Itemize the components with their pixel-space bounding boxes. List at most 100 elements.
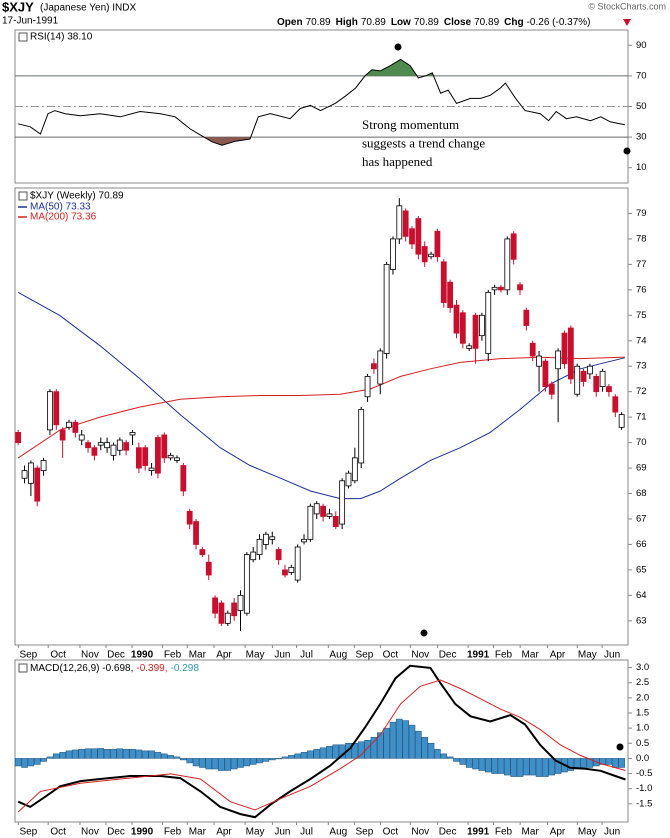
histogram-bar bbox=[135, 749, 143, 759]
histogram-bar bbox=[161, 753, 168, 759]
candle-body bbox=[180, 465, 187, 492]
histogram-bar bbox=[415, 730, 422, 759]
candle-body bbox=[459, 312, 466, 344]
x-tick-label: Aug bbox=[329, 650, 347, 661]
x-tick-label: Mar bbox=[522, 827, 540, 838]
source: © StockCharts.com bbox=[588, 1, 666, 11]
x-tick-label: Sep bbox=[19, 827, 37, 838]
quote-value: 70.89 bbox=[306, 17, 331, 28]
x-tick-label: 1990 bbox=[131, 650, 154, 661]
candle-body bbox=[205, 561, 212, 576]
candle-body bbox=[161, 434, 168, 459]
symbol-name: (Japanese Yen) INDX bbox=[40, 3, 137, 14]
y-tick-label: 74 bbox=[636, 335, 647, 346]
marker-dot bbox=[420, 629, 428, 637]
candle-body bbox=[567, 327, 574, 380]
candle-body bbox=[174, 457, 180, 461]
legend-icon bbox=[18, 32, 28, 42]
candle-body bbox=[256, 538, 263, 556]
candle-body bbox=[523, 309, 530, 326]
x-tick-label: 1991 bbox=[467, 650, 490, 661]
histogram-bar bbox=[237, 758, 244, 768]
histogram-bar bbox=[332, 744, 340, 759]
histogram-bar bbox=[618, 758, 625, 768]
x-tick-label: Sep bbox=[355, 650, 373, 661]
y-tick-label: 0.0 bbox=[636, 753, 649, 764]
histogram-bar bbox=[40, 758, 47, 762]
x-tick-label: Nov bbox=[411, 827, 429, 838]
x-tick-label: Sep bbox=[19, 650, 37, 661]
histogram-bar bbox=[421, 736, 428, 759]
histogram-bar bbox=[453, 758, 460, 762]
y-tick-label: 66 bbox=[636, 539, 647, 550]
histogram-bar bbox=[408, 724, 416, 759]
candle-body bbox=[66, 421, 72, 428]
histogram-bar bbox=[256, 758, 263, 764]
histogram-bar bbox=[478, 758, 486, 771]
histogram-bar bbox=[446, 756, 454, 759]
series-line bbox=[18, 58, 625, 146]
legend-label: RSI(14) 38.10 bbox=[30, 32, 93, 43]
histogram-bar bbox=[199, 758, 206, 768]
y-tick-label: 75 bbox=[636, 310, 647, 321]
histogram-bar bbox=[21, 758, 28, 768]
date: 17-Jun-1991 bbox=[2, 16, 59, 27]
histogram-bar bbox=[516, 758, 524, 777]
histogram-bar bbox=[319, 747, 327, 759]
x-tick-label: Jul bbox=[300, 650, 313, 661]
histogram-bar bbox=[192, 758, 200, 767]
marker-dot bbox=[616, 743, 624, 751]
y-tick-label: 3.0 bbox=[636, 662, 649, 673]
candle-body bbox=[498, 286, 504, 291]
x-tick-label: Apr bbox=[550, 650, 566, 661]
histogram-bar bbox=[180, 758, 187, 761]
candle-body bbox=[59, 429, 66, 441]
histogram-bar bbox=[542, 758, 549, 777]
candle-body bbox=[53, 391, 60, 426]
histogram-bar bbox=[313, 749, 320, 759]
legend-part: MACD(12,26,9) -0.698, bbox=[30, 663, 133, 674]
histogram-bar bbox=[72, 749, 79, 759]
x-tick-label: Mar bbox=[522, 650, 540, 661]
y-tick-label: 67 bbox=[636, 513, 647, 524]
candle-body bbox=[358, 409, 365, 464]
histogram-bar bbox=[396, 718, 403, 759]
candle-body bbox=[307, 505, 314, 540]
series-line bbox=[17, 356, 625, 459]
quote-label: Close bbox=[444, 17, 472, 28]
y-tick-label: 64 bbox=[636, 590, 647, 601]
candle-body bbox=[377, 350, 384, 385]
candle-body bbox=[351, 457, 358, 482]
y-tick-label: 2.0 bbox=[636, 692, 649, 703]
legend-part: -0.399, bbox=[136, 663, 167, 674]
histogram-bar bbox=[243, 758, 251, 767]
histogram-bar bbox=[59, 752, 66, 759]
legend-label: MA(50) 73.33 bbox=[30, 202, 91, 213]
quote-label: Chg bbox=[504, 17, 523, 28]
histogram-bar bbox=[78, 749, 85, 759]
candle-body bbox=[224, 612, 231, 624]
y-tick-label: 70 bbox=[636, 437, 647, 448]
y-tick-label: 78 bbox=[636, 233, 647, 244]
candle-body bbox=[326, 513, 333, 517]
quote: Open 70.89 High 70.89 Low 70.89 Close 70.89 Chg -… bbox=[277, 17, 591, 28]
candle-body bbox=[466, 345, 473, 349]
histogram-bar bbox=[46, 756, 54, 759]
x-tick-label: Nov bbox=[81, 827, 99, 838]
quote-value: 70.89 bbox=[414, 17, 439, 28]
x-tick-label: Dec bbox=[107, 827, 125, 838]
y-tick-label: -1.5 bbox=[636, 798, 652, 809]
histogram-bar bbox=[14, 758, 22, 767]
x-tick-label: Nov bbox=[81, 650, 99, 661]
histogram-bar bbox=[224, 758, 232, 771]
histogram-bar bbox=[141, 750, 149, 759]
candle-body bbox=[91, 447, 98, 456]
series-line bbox=[17, 664, 626, 819]
candle-body bbox=[21, 470, 28, 479]
candle-body bbox=[167, 454, 174, 459]
x-tick-label: 1991 bbox=[467, 827, 490, 838]
candle-body bbox=[561, 332, 568, 365]
candle-body bbox=[447, 281, 454, 309]
series-line bbox=[17, 291, 625, 500]
